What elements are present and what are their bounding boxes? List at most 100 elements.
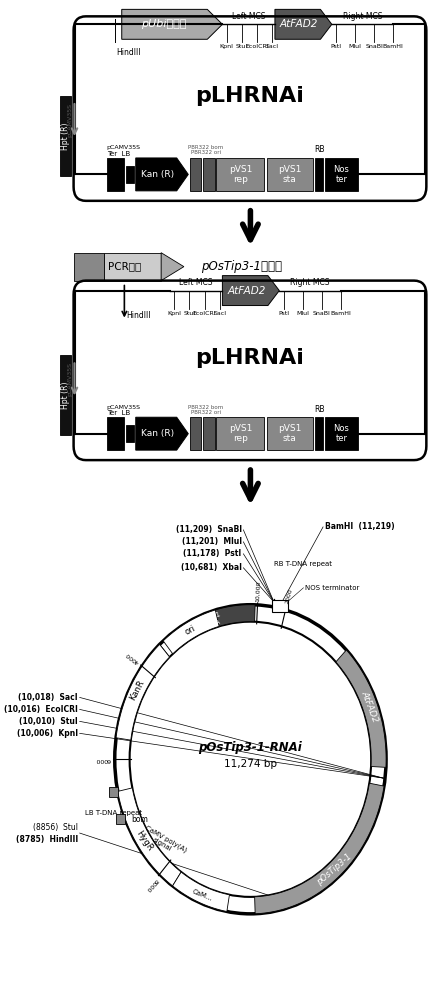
Text: HindIII: HindIII (117, 48, 141, 57)
Text: pUbi启动子: pUbi启动子 (141, 19, 187, 29)
Text: (11,178)  PstI: (11,178) PstI (183, 549, 242, 558)
Text: RB T-DNA repeat: RB T-DNA repeat (274, 561, 332, 567)
Text: bom: bom (131, 815, 148, 824)
Text: Hpt (R): Hpt (R) (61, 122, 70, 150)
Text: MluI: MluI (296, 311, 309, 316)
Text: PstI: PstI (278, 311, 289, 316)
Text: BamHI  (11,219): BamHI (11,219) (325, 522, 394, 531)
Text: KpnI: KpnI (167, 311, 181, 316)
Bar (325, 417, 358, 450)
Text: RB: RB (314, 405, 325, 414)
Text: (8856)  StuI: (8856) StuI (33, 823, 78, 832)
Text: PBR322 ori: PBR322 ori (191, 410, 221, 415)
Text: HygR: HygR (134, 829, 154, 853)
Text: (8785)  HindIII: (8785) HindIII (16, 835, 78, 844)
Text: pLHRNAi: pLHRNAi (195, 348, 304, 368)
Text: Nos
ter: Nos ter (333, 424, 350, 443)
Bar (267, 417, 312, 450)
Text: Kan (R): Kan (R) (141, 429, 174, 438)
Text: Ter  LB: Ter LB (107, 151, 130, 157)
Text: 11,274 bp: 11,274 bp (224, 759, 277, 769)
Text: KpnI: KpnI (220, 44, 234, 49)
Text: SnaBI: SnaBI (312, 311, 330, 316)
Text: SacI: SacI (213, 311, 226, 316)
Text: BamHI: BamHI (330, 311, 351, 316)
Bar (315, 417, 323, 450)
Text: EcoICRI: EcoICRI (193, 311, 216, 316)
Text: StuI: StuI (236, 44, 248, 49)
Polygon shape (117, 644, 169, 735)
Text: PCR扩增: PCR扩增 (108, 262, 141, 272)
Polygon shape (118, 788, 181, 886)
Polygon shape (223, 276, 279, 306)
Bar (203, 417, 215, 450)
Text: pCAMV35S: pCAMV35S (107, 405, 141, 410)
Text: Left MCS: Left MCS (232, 12, 266, 21)
Text: pVS1
sta: pVS1 sta (278, 165, 301, 184)
Text: Right MCS: Right MCS (290, 278, 330, 287)
Text: (11,201)  MluI: (11,201) MluI (181, 537, 242, 546)
Bar (190, 417, 202, 450)
Text: Left MCS: Left MCS (179, 278, 213, 287)
Text: StuI: StuI (183, 311, 195, 316)
Text: pLHRNAi: pLHRNAi (195, 86, 304, 106)
Text: Hpt (R): Hpt (R) (61, 382, 70, 409)
Polygon shape (336, 650, 386, 767)
Bar (59, 355, 71, 435)
Bar (267, 158, 312, 191)
Polygon shape (122, 9, 223, 39)
Bar (272, 600, 288, 612)
Text: 8000: 8000 (144, 877, 159, 892)
Text: 4000: 4000 (125, 651, 140, 665)
Text: EcoICRI: EcoICRI (245, 44, 269, 49)
Text: pVS1
rep: pVS1 rep (229, 165, 252, 184)
Text: Nos
ter: Nos ter (333, 165, 350, 184)
Bar (126, 166, 134, 183)
Text: 2000: 2000 (284, 588, 293, 605)
Text: NOS terminator: NOS terminator (305, 585, 359, 591)
Text: pVS1
rep: pVS1 rep (229, 424, 252, 443)
Text: PstI: PstI (331, 44, 342, 49)
Text: (11,209)  SnaBI: (11,209) SnaBI (176, 525, 242, 534)
Bar (59, 96, 71, 176)
Text: pOsTip3-1启动子: pOsTip3-1启动子 (202, 260, 283, 273)
Text: PBR322 bom: PBR322 bom (188, 145, 224, 150)
Text: AtFAD2: AtFAD2 (280, 19, 318, 29)
Text: pCAMV35S: pCAMV35S (107, 145, 141, 150)
Text: ori: ori (183, 624, 197, 637)
Text: pVS1
STA: pVS1 STA (202, 611, 224, 628)
Text: pCAMV35S: pCAMV35S (67, 103, 72, 137)
Text: (10,006)  KpnI: (10,006) KpnI (17, 729, 78, 738)
Text: pVS1
sta: pVS1 sta (278, 424, 301, 443)
Text: AtFAD2: AtFAD2 (360, 690, 380, 724)
Text: Right MCS: Right MCS (343, 12, 382, 21)
Polygon shape (136, 417, 188, 450)
Text: LB T-DNA repeat: LB T-DNA repeat (85, 810, 142, 816)
Polygon shape (173, 872, 229, 911)
Polygon shape (275, 9, 332, 39)
Polygon shape (163, 610, 219, 654)
Bar (107, 417, 124, 450)
Polygon shape (255, 783, 384, 914)
Text: pOsTip3-1-RNAi: pOsTip3-1-RNAi (198, 741, 302, 754)
Text: (10,010)  StuI: (10,010) StuI (19, 717, 78, 726)
Polygon shape (136, 158, 188, 191)
Bar (116, 814, 125, 824)
Bar (203, 158, 215, 191)
Polygon shape (173, 605, 255, 647)
Text: SnaBI: SnaBI (365, 44, 383, 49)
Text: pOsTip3-1: pOsTip3-1 (316, 852, 354, 887)
Bar (104, 253, 161, 281)
Bar (74, 253, 104, 281)
Bar (190, 158, 202, 191)
Text: (10,016)  EcoICRI: (10,016) EcoICRI (4, 705, 78, 714)
Text: 6000: 6000 (95, 757, 110, 762)
Text: Ter  LB: Ter LB (107, 410, 130, 416)
Text: CaMV poly(A)
signal: CaMV poly(A) signal (140, 824, 188, 859)
Polygon shape (161, 253, 184, 281)
Polygon shape (116, 644, 169, 740)
Text: pVS1
RepA: pVS1 RepA (128, 677, 148, 699)
Text: (10,018)  SacI: (10,018) SacI (18, 693, 78, 702)
Bar (216, 158, 265, 191)
Text: BamHI: BamHI (383, 44, 404, 49)
